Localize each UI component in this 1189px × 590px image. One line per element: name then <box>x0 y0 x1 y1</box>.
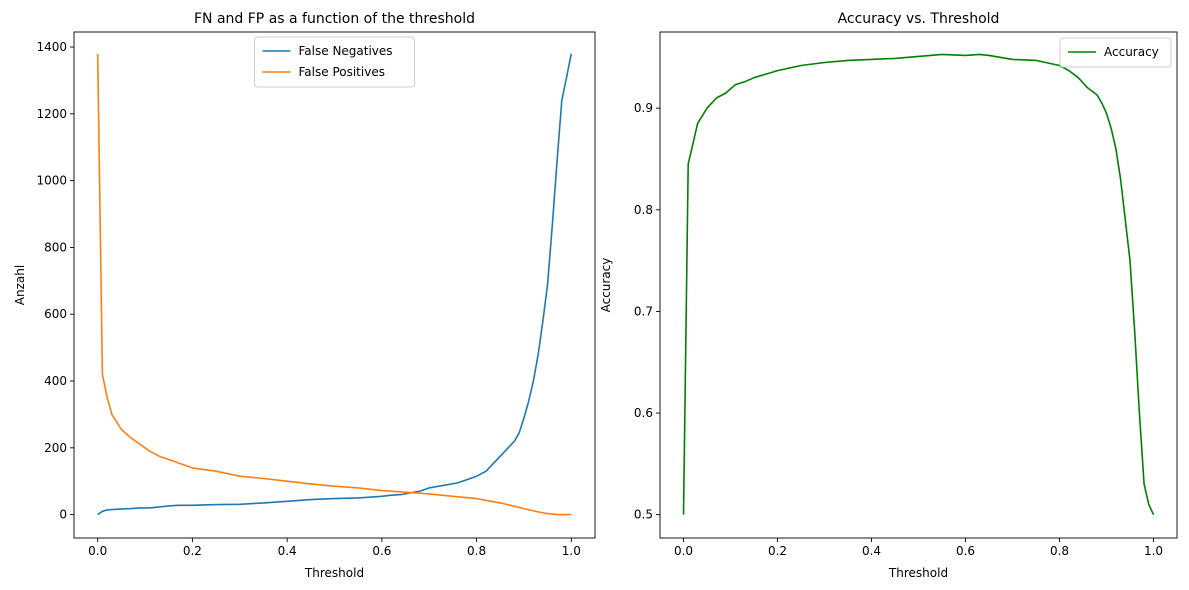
x-tick-label: 0.2 <box>768 544 787 558</box>
legend-label: Accuracy <box>1104 45 1159 59</box>
legend-box <box>254 36 415 88</box>
plot-frame <box>73 31 596 539</box>
y-tick-label: 800 <box>44 240 67 254</box>
y-tick-label: 1400 <box>36 40 67 54</box>
x-tick-label: 0.0 <box>88 544 107 558</box>
chart-title: FN and FP as a function of the threshold <box>194 11 475 27</box>
y-tick-label: 1200 <box>36 107 67 121</box>
y-axis-label: Anzahl <box>13 265 27 305</box>
y-tick-label: 400 <box>44 374 67 388</box>
x-tick-label: 0.2 <box>183 544 202 558</box>
y-axis-label: Accuracy <box>599 258 613 313</box>
x-tick-label: 0.8 <box>1050 544 1069 558</box>
chart-title: Accuracy vs. Threshold <box>838 11 1000 27</box>
x-tick-label: 0.4 <box>862 544 881 558</box>
y-tick-label: 1000 <box>36 174 67 188</box>
legend: Accuracy <box>1059 37 1172 68</box>
y-tick-label: 0.7 <box>634 304 653 318</box>
legend-box <box>1059 37 1172 68</box>
legend-label: False Negatives <box>299 44 393 58</box>
chart-panel-2: Accuracy vs. Threshold 0.0 0.2 0.4 0.6 0.8 1.0… <box>599 11 1178 580</box>
y-tick-label: 600 <box>44 307 67 321</box>
y-tick-label: 0.9 <box>634 101 653 115</box>
series-line-false-negatives <box>97 53 573 516</box>
legend: False Negatives False Positives <box>254 36 415 88</box>
y-tick-label: 0.5 <box>634 508 653 522</box>
x-tick-label: 1.0 <box>1144 544 1163 558</box>
x-tick-label: 0.6 <box>372 544 391 558</box>
series-line-false-positives <box>96 53 572 516</box>
legend-label: False Positives <box>299 65 385 79</box>
y-tick-label: 0.6 <box>634 406 653 420</box>
chart-panel-1: FN and FP as a function of the threshold… <box>13 11 596 580</box>
plot-frame <box>659 31 1178 539</box>
x-tick-label: 1.0 <box>562 544 581 558</box>
y-tick-label: 0.8 <box>634 203 653 217</box>
x-tick-label: 0.0 <box>674 544 693 558</box>
y-tick-label: 200 <box>44 441 67 455</box>
x-axis-label: Threshold <box>304 566 364 580</box>
x-tick-label: 0.4 <box>278 544 297 558</box>
y-tick-label: 0 <box>59 508 67 522</box>
x-tick-label: 0.6 <box>956 544 975 558</box>
x-axis-label: Threshold <box>888 566 948 580</box>
x-tick-label: 0.8 <box>467 544 486 558</box>
series-line-accuracy <box>682 53 1155 515</box>
